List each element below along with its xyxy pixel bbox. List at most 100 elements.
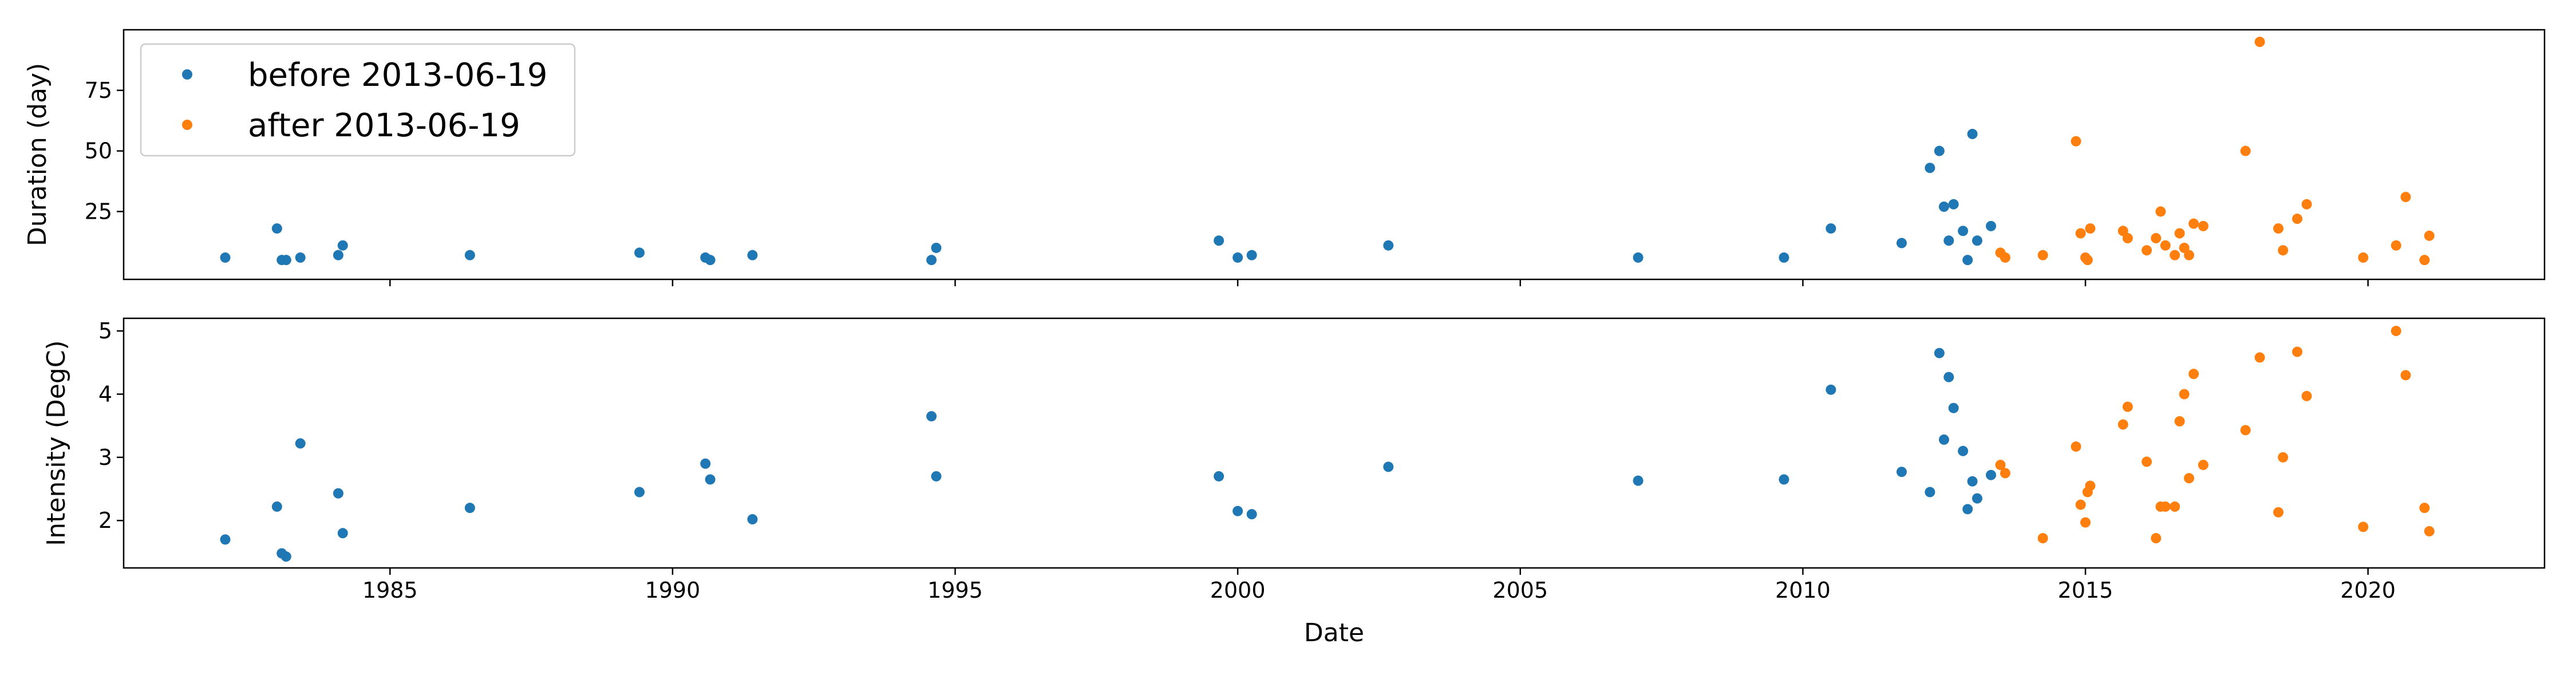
data-point bbox=[2071, 136, 2081, 147]
x-tick-label: 2020 bbox=[2340, 578, 2396, 603]
data-point bbox=[2085, 223, 2096, 234]
y-tick-label: 3 bbox=[98, 445, 112, 470]
data-point bbox=[220, 534, 231, 545]
data-point bbox=[2240, 145, 2251, 156]
data-point bbox=[2151, 233, 2162, 244]
data-point bbox=[2117, 419, 2128, 430]
data-point bbox=[280, 551, 291, 562]
data-point bbox=[2142, 245, 2152, 256]
data-point bbox=[2254, 352, 2265, 363]
data-point bbox=[2273, 507, 2284, 518]
y-tick-label: 75 bbox=[85, 78, 112, 103]
data-point bbox=[2080, 517, 2091, 528]
data-point bbox=[220, 252, 231, 263]
data-point bbox=[2170, 501, 2180, 512]
x-tick-label: 2015 bbox=[2058, 578, 2113, 603]
data-point bbox=[1934, 348, 1945, 358]
data-point bbox=[1633, 475, 1643, 486]
data-point bbox=[1962, 255, 1973, 266]
data-point bbox=[2292, 214, 2303, 224]
data-point bbox=[295, 252, 306, 263]
data-point bbox=[705, 474, 716, 485]
legend: before 2013-06-19 after 2013-06-19 bbox=[140, 43, 576, 157]
data-point bbox=[1938, 202, 1949, 212]
duration-panel: 25 50 75 Duration (day) before 2013-06-19 aft… bbox=[23, 29, 2546, 286]
x-tick-label: 2005 bbox=[1492, 578, 1548, 603]
data-point bbox=[2174, 228, 2185, 239]
plot-frame bbox=[123, 317, 2546, 569]
data-point bbox=[464, 250, 475, 260]
data-point bbox=[2075, 228, 2086, 239]
data-point bbox=[747, 514, 758, 525]
data-point bbox=[1826, 384, 1836, 395]
data-point bbox=[1943, 235, 1954, 246]
x-axis-label: Date bbox=[1304, 618, 1364, 647]
data-point bbox=[2424, 230, 2435, 241]
data-point bbox=[1958, 226, 1969, 236]
x-tick-label: 1990 bbox=[645, 578, 701, 603]
data-point bbox=[2254, 37, 2265, 48]
legend-marker bbox=[182, 120, 192, 130]
y-axis-label: Duration (day) bbox=[23, 63, 52, 246]
legend-label: after 2013-06-19 bbox=[248, 107, 520, 144]
data-point bbox=[464, 503, 475, 514]
legend-label: before 2013-06-19 bbox=[248, 57, 547, 94]
data-point bbox=[2151, 533, 2162, 544]
data-point bbox=[2179, 389, 2190, 400]
x-tick-label: 2010 bbox=[1775, 578, 1831, 603]
data-point bbox=[1986, 469, 1997, 480]
data-point bbox=[2000, 468, 2010, 479]
data-point bbox=[1896, 467, 1907, 477]
data-point bbox=[926, 255, 937, 266]
data-point bbox=[1971, 493, 1982, 504]
y-tick-label: 5 bbox=[98, 318, 112, 344]
data-point bbox=[634, 247, 645, 258]
data-point bbox=[2424, 526, 2435, 536]
data-point bbox=[2170, 250, 2180, 260]
x-tick-label: 2000 bbox=[1210, 578, 1266, 603]
data-point bbox=[337, 528, 348, 539]
y-tick-label: 50 bbox=[85, 139, 112, 164]
data-point bbox=[2085, 480, 2096, 491]
data-point bbox=[931, 471, 942, 481]
data-point bbox=[295, 438, 306, 449]
data-point bbox=[2071, 441, 2081, 452]
y-tick-label: 25 bbox=[85, 199, 112, 224]
data-point bbox=[2188, 369, 2199, 380]
y-axis-label: Intensity (DegC) bbox=[42, 340, 71, 546]
data-point bbox=[1232, 252, 1243, 263]
data-point bbox=[2184, 473, 2195, 484]
data-point bbox=[2037, 533, 2048, 544]
data-point bbox=[2292, 346, 2303, 357]
data-point bbox=[2184, 250, 2195, 260]
data-point bbox=[1232, 506, 1243, 516]
legend-box bbox=[140, 43, 576, 157]
data-point bbox=[1925, 487, 1935, 498]
data-point bbox=[1995, 460, 2006, 471]
data-point bbox=[1246, 250, 1257, 260]
data-point bbox=[1214, 235, 1224, 246]
data-point bbox=[2198, 220, 2208, 231]
data-point bbox=[700, 458, 711, 469]
series-before bbox=[220, 348, 1997, 562]
data-point bbox=[2000, 252, 2010, 263]
data-point bbox=[2188, 218, 2199, 229]
data-point bbox=[1826, 223, 1836, 234]
data-point bbox=[1967, 129, 1978, 140]
data-point bbox=[2160, 501, 2171, 512]
data-point bbox=[1214, 471, 1224, 481]
data-point bbox=[1948, 199, 1959, 210]
data-point bbox=[1633, 252, 1643, 263]
data-point bbox=[2273, 223, 2284, 234]
data-point bbox=[1967, 476, 1978, 487]
data-point bbox=[2358, 252, 2369, 263]
data-point bbox=[1971, 235, 1982, 246]
data-point bbox=[2240, 425, 2251, 436]
data-point bbox=[1896, 238, 1907, 248]
data-point bbox=[1383, 461, 1394, 472]
x-tick-label: 1995 bbox=[927, 578, 983, 603]
data-point bbox=[2419, 255, 2430, 266]
data-point bbox=[2278, 245, 2289, 256]
data-point bbox=[1383, 240, 1394, 251]
